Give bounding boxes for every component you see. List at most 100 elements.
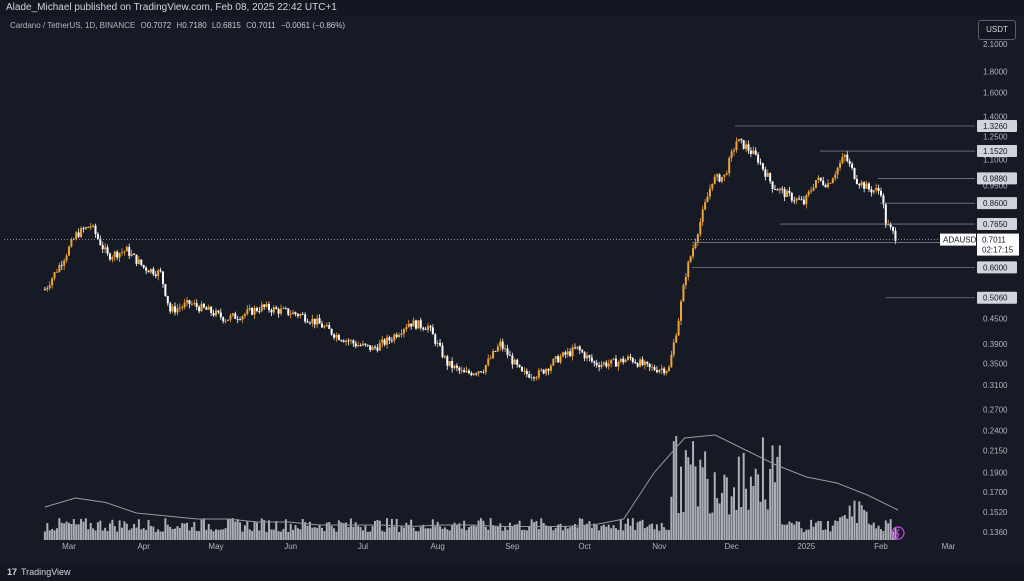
candle-body [880,190,882,196]
candle-body [622,358,625,363]
candle-body [161,271,164,285]
candle-body [511,355,514,365]
candle-body [337,334,340,341]
volume-bar [407,524,410,540]
candle-body [723,174,726,177]
candle-body [822,180,825,185]
volume-bar [790,522,793,540]
change-value: −0.0061 (−0.86%) [280,21,345,30]
candle-body [174,306,177,313]
candle-body [670,354,673,368]
candle-body [75,232,78,239]
price-chart[interactable]: 2.1000 1.8000 1.6000 1.4000 1.2500 1.1000 0.95… [0,16,1024,564]
candle-body [101,245,104,250]
level-price-label-text: 0.6000 [983,263,1008,272]
candle-body [63,260,66,266]
volume-bar [398,531,401,540]
volume-bar [128,530,131,540]
price-axis-label: 0.3100 [983,381,1008,390]
candle-body [699,221,702,235]
candle-body [499,341,502,347]
candle-body [653,367,656,370]
candle-body [643,361,646,366]
volume-bar [68,522,70,540]
volume-bar [89,522,92,540]
candle-body [157,270,160,277]
candle-body [658,369,661,373]
volume-bar [414,531,417,540]
volume-bar [84,518,87,540]
volume-bar [183,523,186,540]
volume-bar [798,521,801,540]
price-axis-label: 1.4000 [983,112,1008,121]
candle-body [133,253,136,255]
volume-bar [655,524,658,540]
candle-body [600,364,603,368]
volume-bar [549,526,552,540]
volume-bar [511,527,514,540]
volume-bar [740,507,743,540]
candle-body [219,312,222,318]
candle-body [704,202,707,210]
volume-bar [113,526,116,540]
candle-body [217,310,220,313]
volume-bar [711,512,714,540]
volume-bar [872,522,875,540]
currency-button[interactable]: USDT [978,20,1016,40]
candle-body [834,174,837,179]
candle-body [260,304,263,312]
price-axis-label: 1.1000 [983,155,1008,164]
volume-bar [159,531,162,540]
volume-bar [333,528,336,540]
candle-body [169,303,172,312]
candle-body [776,189,779,191]
current-price-label [977,233,1019,256]
candle-body [171,306,174,312]
volume-bar [294,525,297,540]
alert-lightning-glyph [895,528,900,539]
alert-lightning-icon[interactable] [891,526,905,540]
tradingview-brand[interactable]: 17 TradingView [7,567,71,577]
volume-bar [335,531,338,540]
volume-bar [819,521,822,540]
volume-bar [133,523,136,540]
candle-body [128,246,131,256]
candle-body [578,346,581,351]
candle-body [386,337,389,345]
candle-body [320,323,323,328]
volume-bar [875,528,878,540]
candle-body [118,252,121,258]
candle-body [706,196,709,203]
volume-bar [145,529,148,540]
volume-bar [463,520,466,540]
volume-bar [227,518,230,540]
volume-bar [325,522,328,540]
candle-body [84,227,87,230]
candle-body [872,190,875,193]
volume-bar [381,530,384,540]
candle-body [573,347,576,349]
candle-body [682,285,685,302]
volume-bar [672,441,675,540]
candle-body [210,306,213,314]
candle-body [547,369,550,371]
level-price-label [977,261,1017,274]
volume-bar [287,531,290,540]
candle-body [870,189,873,193]
volume-bar [610,528,613,540]
volume-bar [253,521,256,540]
candle-body [826,183,829,188]
volume-bar [692,441,695,540]
candle-body [164,284,167,296]
volume-bar [137,519,140,540]
candle-body [494,351,497,352]
candle-body [810,190,813,192]
volume-bar [446,529,449,540]
candle-body [749,150,752,154]
volume-bar [605,526,608,540]
candle-body [104,247,107,250]
candle-body [475,373,478,375]
chart-area[interactable]: 2.1000 1.8000 1.6000 1.4000 1.2500 1.1000 0.95… [0,16,1024,564]
candle-body [340,340,343,341]
volume-bar [441,528,444,540]
